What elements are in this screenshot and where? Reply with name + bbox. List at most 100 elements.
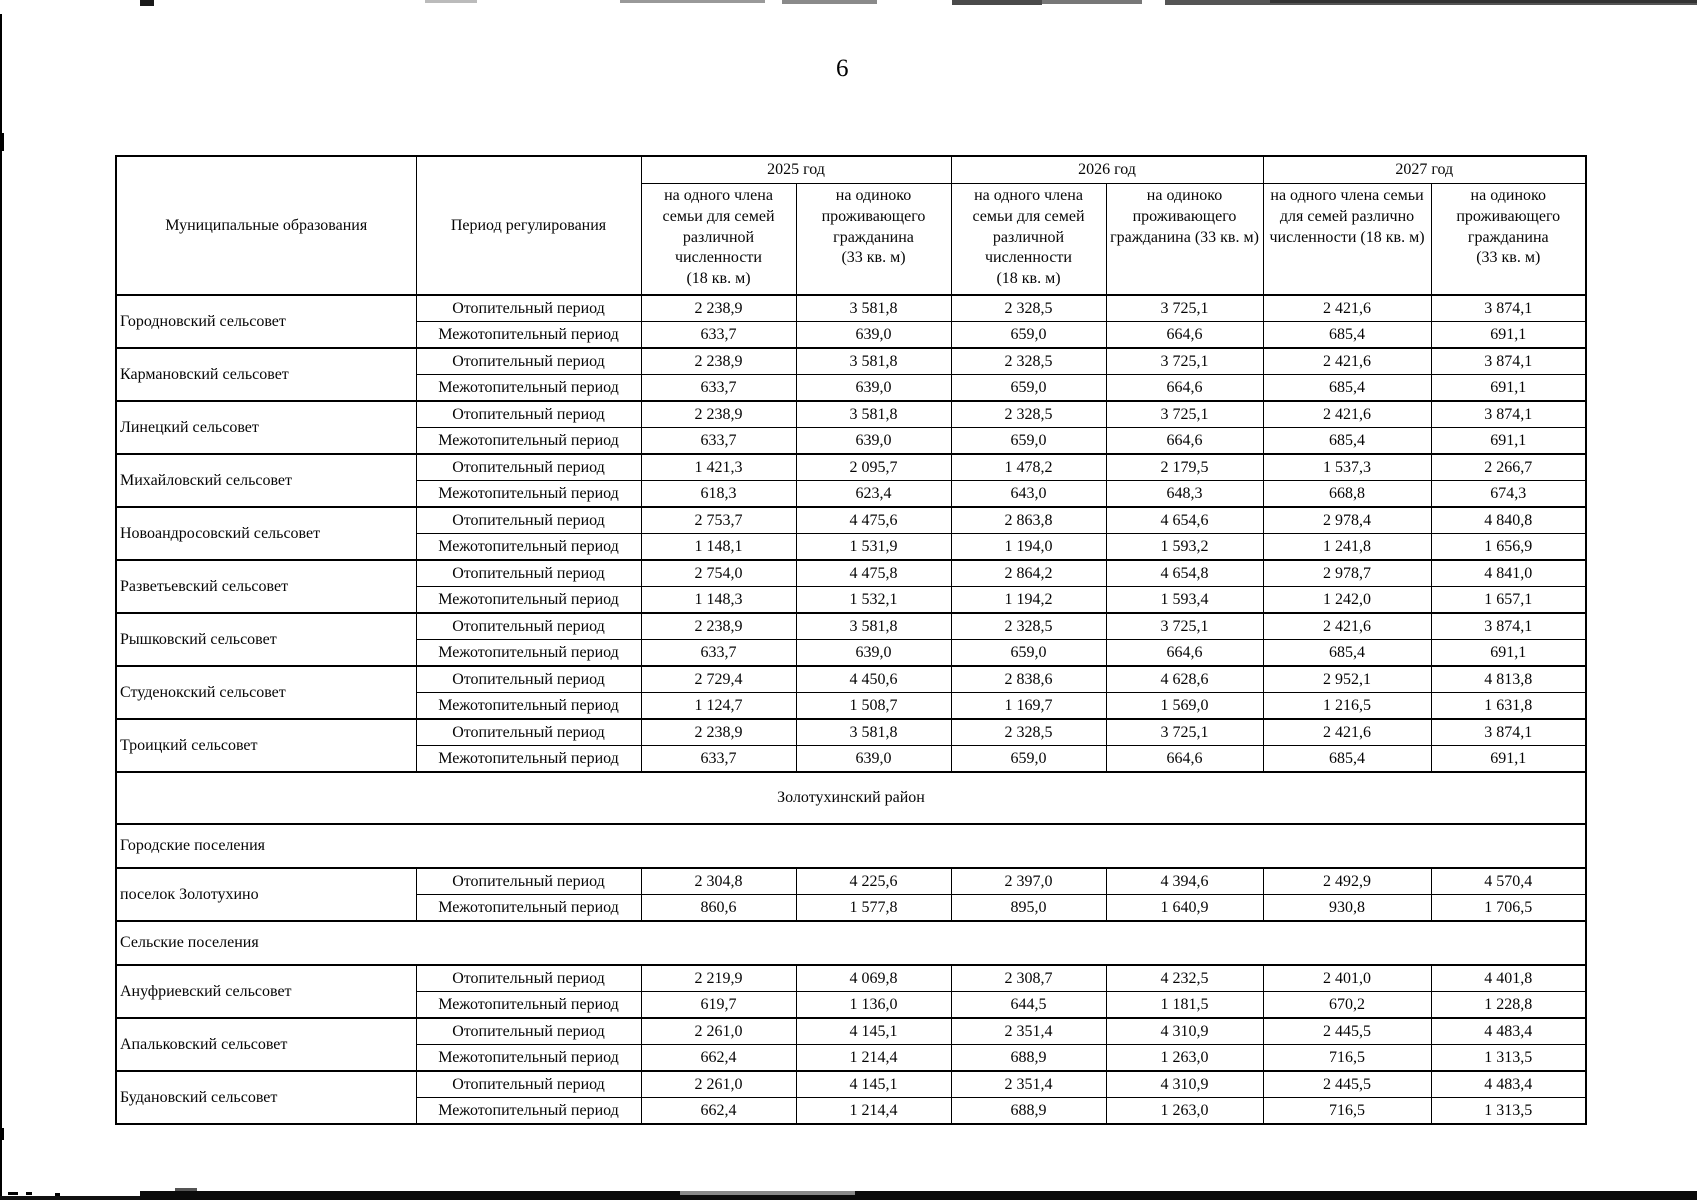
tariff-value: 1 214,4 <box>795 1044 952 1072</box>
tariff-value: 2 492,9 <box>1262 867 1432 895</box>
tariff-value: 1 313,5 <box>1430 1097 1587 1125</box>
tariff-value: 4 069,8 <box>795 964 952 992</box>
municipality-name: поселок Золотухино <box>115 867 417 922</box>
tariff-value: 1 421,3 <box>640 453 797 481</box>
section-label: Золотухинский район <box>115 771 1587 825</box>
tariff-value: 3 581,8 <box>795 612 952 640</box>
tariff-value: 2 754,0 <box>640 559 797 587</box>
header-subcol-2025-single: на одиноко проживающего гражданина (33 к… <box>795 183 952 296</box>
period-label: Отопительный период <box>415 665 642 693</box>
tariff-value: 3 725,1 <box>1105 347 1264 375</box>
scan-artifact <box>55 1193 60 1196</box>
scan-artifact <box>0 14 2 1200</box>
tariff-value: 685,4 <box>1262 374 1432 402</box>
tariff-value: 3 581,8 <box>795 400 952 428</box>
tariff-value: 1 569,0 <box>1105 692 1264 720</box>
tariff-value: 2 952,1 <box>1262 665 1432 693</box>
period-label: Межотопительный период <box>415 639 642 667</box>
municipality-row-heating: Линецкий сельсовет Отопительный период 2 2… <box>115 400 1587 455</box>
tariff-value: 644,5 <box>950 991 1107 1019</box>
scan-artifact <box>620 0 765 3</box>
tariff-value: 3 581,8 <box>795 347 952 375</box>
tariff-value: 716,5 <box>1262 1044 1432 1072</box>
tariff-value: 2 863,8 <box>950 506 1107 534</box>
tariff-value: 1 313,5 <box>1430 1044 1587 1072</box>
tariff-table: Муниципальные образования Период регулир… <box>115 155 1587 1125</box>
scan-artifact <box>140 1191 1697 1200</box>
tariff-value: 1 478,2 <box>950 453 1107 481</box>
tariff-value: 659,0 <box>950 374 1107 402</box>
tariff-value: 1 181,5 <box>1105 991 1264 1019</box>
period-label: Отопительный период <box>415 718 642 746</box>
tariff-value: 659,0 <box>950 639 1107 667</box>
tariff-value: 1 228,8 <box>1430 991 1587 1019</box>
tariff-value: 3 581,8 <box>795 718 952 746</box>
tariff-value: 4 450,6 <box>795 665 952 693</box>
tariff-value: 1 593,4 <box>1105 586 1264 614</box>
scan-artifact <box>140 0 154 6</box>
period-label: Межотопительный период <box>415 427 642 455</box>
section-row: Сельские поселения <box>115 920 1587 966</box>
tariff-value: 4 654,8 <box>1105 559 1264 587</box>
scan-artifact <box>952 0 1042 5</box>
section-label: Сельские поселения <box>115 920 1587 966</box>
tariff-value: 2 238,9 <box>640 400 797 428</box>
period-label: Межотопительный период <box>415 1044 642 1072</box>
scan-artifact <box>8 1192 18 1195</box>
municipality-row-nonheating: Межотопительный период 619,7 1 136,0 644,5 1… <box>116 991 1587 1019</box>
tariff-value: 4 483,4 <box>1430 1070 1587 1098</box>
tariff-value: 685,4 <box>1262 745 1432 773</box>
tariff-value: 2 421,6 <box>1262 612 1432 640</box>
tariff-value: 4 570,4 <box>1430 867 1587 895</box>
scan-artifact <box>0 133 4 151</box>
tariff-value: 639,0 <box>795 427 952 455</box>
tariff-value: 1 263,0 <box>1105 1044 1264 1072</box>
tariff-value: 2 219,9 <box>640 964 797 992</box>
municipality-row-nonheating: Межотопительный период 633,7 639,0 659,0 664… <box>116 321 1587 349</box>
tariff-value: 4 145,1 <box>795 1070 952 1098</box>
tariff-value: 648,3 <box>1105 480 1264 508</box>
tariff-value: 4 310,9 <box>1105 1017 1264 1045</box>
period-label: Межотопительный период <box>415 480 642 508</box>
tariff-value: 619,7 <box>640 991 797 1019</box>
tariff-value: 2 397,0 <box>950 867 1107 895</box>
header-subcol-2026-family: на одного члена семьи для семей различно… <box>950 183 1107 296</box>
tariff-value: 688,9 <box>950 1097 1107 1125</box>
tariff-value: 2 421,6 <box>1262 347 1432 375</box>
tariff-value: 2 421,6 <box>1262 718 1432 746</box>
municipality-name: Линецкий сельсовет <box>115 400 417 455</box>
tariff-value: 633,7 <box>640 639 797 667</box>
tariff-value: 4 841,0 <box>1430 559 1587 587</box>
tariff-value: 2 238,9 <box>640 718 797 746</box>
tariff-value: 633,7 <box>640 374 797 402</box>
municipality-name: Михайловский сельсовет <box>115 453 417 508</box>
tariff-value: 618,3 <box>640 480 797 508</box>
tariff-value: 1 148,3 <box>640 586 797 614</box>
tariff-value: 930,8 <box>1262 894 1432 922</box>
tariff-value: 664,6 <box>1105 639 1264 667</box>
scan-artifact <box>1042 0 1142 4</box>
municipality-name: Рышковский сельсовет <box>115 612 417 667</box>
tariff-value: 662,4 <box>640 1097 797 1125</box>
period-label: Отопительный период <box>415 294 642 322</box>
tariff-value: 639,0 <box>795 321 952 349</box>
tariff-value: 2 838,6 <box>950 665 1107 693</box>
period-label: Отопительный период <box>415 453 642 481</box>
header-subcol-2026-single: на одиноко проживающего гражданина (33 к… <box>1105 183 1264 296</box>
municipality-row-heating: Кармановский сельсовет Отопительный перио… <box>115 347 1587 402</box>
tariff-value: 623,4 <box>795 480 952 508</box>
tariff-value: 1 656,9 <box>1430 533 1587 561</box>
tariff-value: 2 308,7 <box>950 964 1107 992</box>
municipality-row-nonheating: Межотопительный период 1 124,7 1 508,7 1 16… <box>116 692 1587 720</box>
header-year-2026: 2026 год <box>950 155 1264 184</box>
tariff-value: 643,0 <box>950 480 1107 508</box>
tariff-value: 4 840,8 <box>1430 506 1587 534</box>
period-label: Отопительный период <box>415 559 642 587</box>
header-year-2025: 2025 год <box>640 155 952 184</box>
tariff-value: 639,0 <box>795 639 952 667</box>
tariff-value: 2 238,9 <box>640 612 797 640</box>
tariff-value: 1 508,7 <box>795 692 952 720</box>
municipality-row-heating: Рышковский сельсовет Отопительный период 2… <box>115 612 1587 667</box>
tariff-value: 691,1 <box>1430 374 1587 402</box>
tariff-value: 895,0 <box>950 894 1107 922</box>
